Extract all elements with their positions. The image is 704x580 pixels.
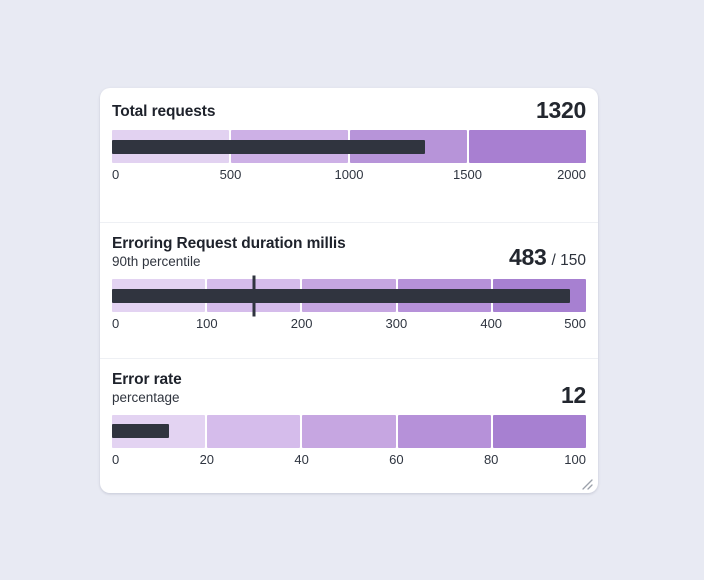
- panel-value-group: 1320: [536, 97, 586, 123]
- panel-error-rate: Error rate percentage 12 0 20 40 60 80 100: [100, 357, 598, 493]
- axis-ticks: 0 100 200 300 400 500: [112, 316, 586, 332]
- panel-title: Total requests: [112, 103, 216, 120]
- band: [207, 414, 301, 448]
- panel-title: Erroring Request duration millis: [112, 235, 346, 253]
- bullet-bands: [112, 130, 586, 163]
- axis-ticks: 0 500 1000 1500 2000: [112, 167, 586, 183]
- dashboard-card: Total requests 1320 0 500 1000 1500 2000 Err…: [100, 88, 598, 493]
- axis-ticks: 0 20 40 60 80 100: [112, 452, 586, 468]
- panel-value-group: 483 / 150: [509, 246, 586, 270]
- measure-bar: [112, 139, 425, 154]
- band: [469, 130, 586, 163]
- bullet-chart-total-requests: 0 500 1000 1500 2000: [112, 130, 586, 183]
- axis-tick-label: 200: [290, 316, 313, 332]
- axis-tick-label: 2000: [557, 167, 586, 182]
- axis-tick-label: 40: [294, 451, 309, 467]
- bullet-bands: [112, 275, 587, 317]
- axis-tick-label: 300: [385, 316, 408, 332]
- band: [397, 414, 491, 448]
- resize-grip-icon[interactable]: [582, 477, 593, 490]
- panel-value-group: 12: [561, 381, 586, 408]
- band: [302, 414, 396, 448]
- panel-value: 12: [561, 381, 586, 408]
- panel-header: Total requests 1320: [112, 97, 586, 123]
- axis-tick-label: 1000: [334, 167, 364, 182]
- axis-tick-label: 60: [389, 451, 404, 467]
- panel-titles: Erroring Request duration millis 90th pe…: [112, 234, 346, 270]
- axis-tick-label: 80: [483, 451, 499, 467]
- panel-titles: Total requests: [112, 102, 216, 121]
- band: [492, 414, 587, 448]
- panel-target-value: / 150: [551, 252, 586, 270]
- axis-tick-label: 0: [112, 316, 120, 332]
- panel-value: 1320: [536, 97, 586, 123]
- bullet-chart-erroring-request-duration: 0 100 200 300 400 500: [112, 275, 587, 332]
- axis-tick-label: 0: [112, 167, 120, 182]
- panel-header: Erroring Request duration millis 90th pe…: [112, 234, 586, 270]
- axis-tick-label: 400: [480, 316, 503, 332]
- measure-bar: [112, 424, 169, 439]
- panel-total-requests: Total requests 1320 0 500 1000 1500 2000: [100, 88, 598, 222]
- panel-header: Error rate percentage 12: [112, 370, 586, 408]
- axis-tick-label: 20: [199, 451, 215, 467]
- axis-tick-label: 100: [195, 316, 218, 332]
- bullet-bands: [112, 414, 587, 448]
- panel-title: Error rate: [112, 370, 182, 388]
- panel-erroring-request-duration: Erroring Request duration millis 90th pe…: [100, 222, 598, 357]
- axis-tick-label: 500: [219, 167, 242, 182]
- axis-tick-label: 0: [112, 451, 120, 467]
- bullet-chart-error-rate: 0 20 40 60 80 100: [112, 414, 587, 468]
- panel-subtitle: percentage: [112, 389, 180, 405]
- panel-subtitle: 90th percentile: [112, 254, 201, 270]
- axis-tick-label: 1500: [453, 167, 482, 182]
- axis-tick-label: 100: [564, 451, 586, 467]
- measure-bar: [112, 288, 570, 303]
- axis-tick-label: 500: [564, 316, 586, 332]
- target-marker: [252, 275, 256, 317]
- panel-value: 483: [509, 244, 547, 271]
- panel-titles: Error rate percentage: [112, 370, 182, 406]
